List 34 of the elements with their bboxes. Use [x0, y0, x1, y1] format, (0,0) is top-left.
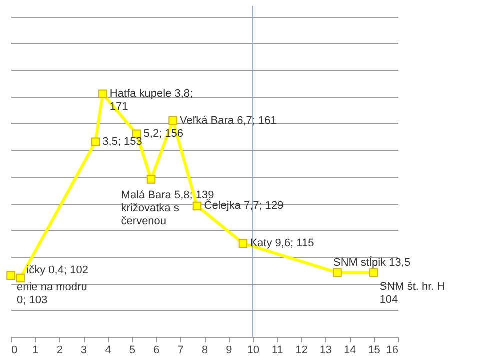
data-label: Veľká Bara 6,7; 161 [180, 114, 277, 127]
x-tick-label: 6 [154, 344, 160, 356]
data-label: SNM št. hr. H 104 [380, 280, 446, 306]
x-tick-label: 4 [105, 344, 112, 356]
x-tick-label: 14 [344, 344, 356, 356]
point [192, 202, 202, 211]
x-tick-label: 13 [320, 344, 332, 356]
x-tick-label: 11 [272, 344, 284, 356]
data-label: enie na modru 0; 103 [17, 282, 88, 307]
x-tick-label: 3 [81, 344, 88, 356]
point [146, 175, 156, 184]
point [333, 268, 342, 278]
x-tick-label: 9 [226, 344, 232, 356]
x-tick-label: 7 [178, 344, 184, 356]
x-tick-label: 1 [32, 344, 39, 356]
point [369, 268, 378, 278]
point [98, 90, 108, 98]
x-tick-label: 12 [296, 344, 308, 356]
x-tick-label: 0 [12, 344, 18, 356]
point [168, 116, 178, 126]
data-label: ičky 0,4; 102 [26, 264, 88, 276]
x-tick-label: 5 [129, 344, 136, 356]
point [6, 271, 16, 280]
x-tick-label: 2 [56, 344, 63, 356]
data-label: SNM stĺpik 13,5 [334, 256, 411, 269]
data-label: Čelejka 7,7; 129 [204, 199, 284, 212]
data-label: Katy 9,6; 115 [250, 238, 314, 250]
x-tick-label: 10 [247, 344, 260, 356]
x-tick-label: 15 [368, 344, 380, 356]
point [16, 274, 26, 283]
x-tick-label: 8 [202, 344, 208, 356]
x-tick-label: 16 [386, 344, 398, 356]
point [238, 239, 248, 248]
point [91, 138, 100, 147]
